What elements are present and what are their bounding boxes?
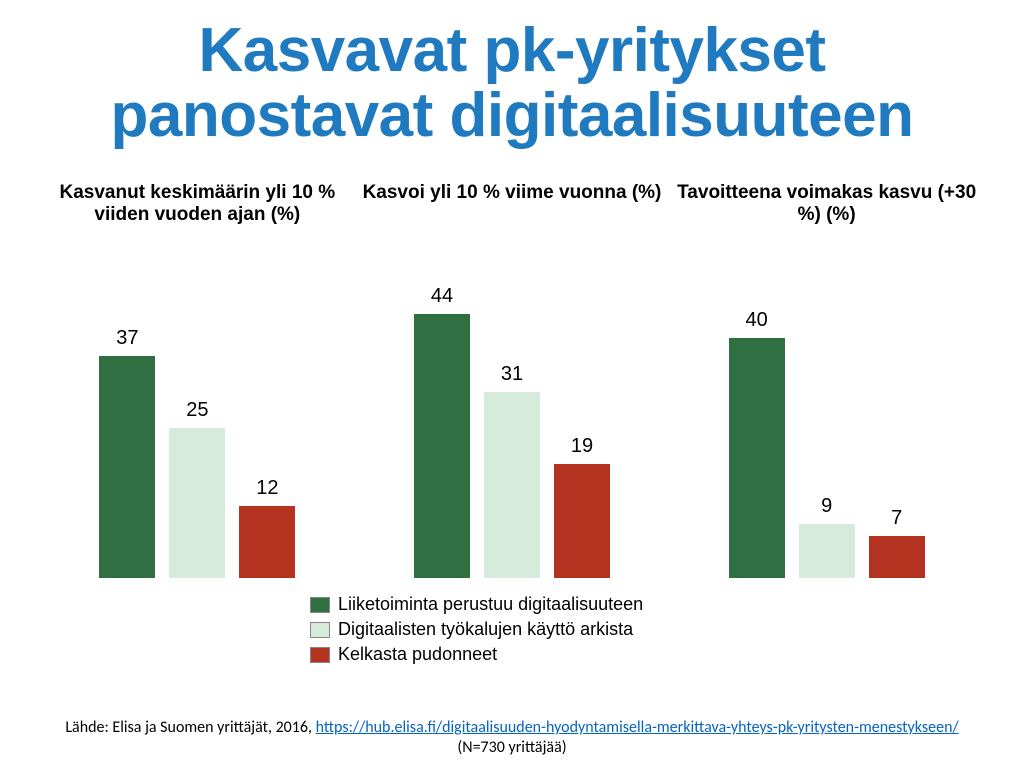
- bar-1-2-rect: [554, 464, 610, 578]
- legend-row-0: Liiketoiminta perustuu digitaalisuuteen: [310, 594, 643, 615]
- source-citation: Lähde: Elisa ja Suomen yrittäjät, 2016, …: [0, 718, 1024, 758]
- bar-1-0-value: 44: [431, 285, 453, 308]
- legend-swatch-1: [310, 622, 330, 638]
- bar-0-0: 37: [99, 327, 155, 578]
- legend-label-2: Kelkasta pudonneet: [338, 644, 497, 665]
- bar-0-2-value: 12: [256, 477, 278, 500]
- bar-2-1: 9: [799, 495, 855, 578]
- bar-0-0-rect: [99, 356, 155, 578]
- bar-2-2-value: 7: [891, 507, 902, 530]
- chart-group-1-title: Kasvoi yli 10 % viime vuonna (%): [363, 182, 662, 228]
- legend-row-1: Digitaalisten työkalujen käyttö arkista: [310, 619, 633, 640]
- bar-0-1: 25: [169, 399, 225, 578]
- chart-group-1-bars: 44 31 19: [392, 278, 632, 578]
- bar-1-1-rect: [484, 392, 540, 578]
- legend-row-2: Kelkasta pudonneet: [310, 644, 497, 665]
- chart-group-0-title: Kasvanut keskimäärin yli 10 % viiden vuo…: [47, 182, 347, 228]
- bar-1-0: 44: [414, 285, 470, 578]
- legend: Liiketoiminta perustuu digitaalisuuteen …: [0, 594, 1024, 665]
- chart-group-2: Tavoitteena voimakas kasvu (+30 %) (%) 4…: [677, 182, 977, 578]
- bar-1-1: 31: [484, 363, 540, 578]
- chart-group-0-bars: 37 25 12: [77, 278, 317, 578]
- charts-row: Kasvanut keskimäärin yli 10 % viiden vuo…: [0, 182, 1024, 578]
- bar-0-0-value: 37: [116, 327, 138, 350]
- bar-0-1-rect: [169, 428, 225, 578]
- bar-2-1-rect: [799, 524, 855, 578]
- slide: Kasvavat pk-yritykset panostavat digitaa…: [0, 0, 1024, 778]
- source-suffix: (N=730 yrittäjää): [457, 738, 566, 757]
- legend-swatch-0: [310, 597, 330, 613]
- bar-2-0-value: 40: [746, 309, 768, 332]
- bar-2-2-rect: [869, 536, 925, 578]
- bar-0-2-rect: [239, 506, 295, 578]
- bar-1-0-rect: [414, 314, 470, 578]
- legend-label-0: Liiketoiminta perustuu digitaalisuuteen: [338, 594, 643, 615]
- bar-1-2-value: 19: [571, 435, 593, 458]
- bar-2-2: 7: [869, 507, 925, 578]
- source-prefix: Lähde: Elisa ja Suomen yrittäjät, 2016,: [65, 718, 315, 737]
- chart-group-1: Kasvoi yli 10 % viime vuonna (%) 44 31 1…: [362, 182, 662, 578]
- bar-1-2: 19: [554, 435, 610, 578]
- bar-0-2: 12: [239, 477, 295, 578]
- bar-2-0: 40: [729, 309, 785, 578]
- chart-group-2-bars: 40 9 7: [707, 278, 947, 578]
- chart-group-0: Kasvanut keskimäärin yli 10 % viiden vuo…: [47, 182, 347, 578]
- bar-2-0-rect: [729, 338, 785, 578]
- bar-1-1-value: 31: [501, 363, 523, 386]
- source-link[interactable]: https://hub.elisa.fi/digitaalisuuden-hyo…: [316, 718, 959, 737]
- title-line-2: panostavat digitaalisuuteen: [110, 81, 913, 150]
- chart-group-2-title: Tavoitteena voimakas kasvu (+30 %) (%): [677, 182, 977, 228]
- title-line-1: Kasvavat pk-yritykset: [198, 16, 825, 85]
- legend-label-1: Digitaalisten työkalujen käyttö arkista: [338, 619, 633, 640]
- bar-2-1-value: 9: [821, 495, 832, 518]
- slide-title: Kasvavat pk-yritykset panostavat digitaa…: [0, 0, 1024, 148]
- bar-0-1-value: 25: [186, 399, 208, 422]
- legend-swatch-2: [310, 647, 330, 663]
